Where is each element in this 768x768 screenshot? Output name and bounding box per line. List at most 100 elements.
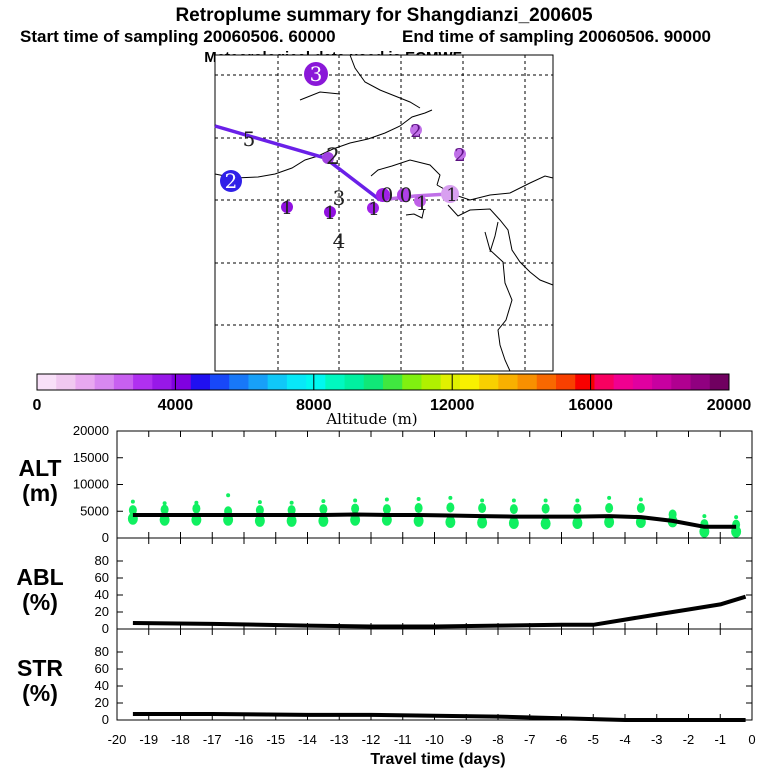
y-tick-label: 20000 (73, 423, 109, 438)
x-axis-label: Travel time (days) (370, 751, 505, 768)
map-label: 2 (410, 121, 421, 142)
y-tick-label: 0 (102, 621, 109, 636)
map-label: 1 (281, 198, 292, 219)
altitude-particle-mid (382, 504, 391, 515)
colorbar-swatch (498, 374, 519, 390)
colorbar-swatch (325, 374, 346, 390)
x-tick-label: -8 (492, 732, 504, 747)
colorbar-swatch (690, 374, 711, 390)
altitude-particle-top (575, 498, 580, 503)
cluster-marker (281, 201, 293, 213)
y-tick-label: 80 (95, 644, 109, 659)
altitude-particle-mid (414, 503, 423, 514)
colorbar-tick-label: 16000 (568, 397, 613, 414)
cluster-marker (454, 148, 466, 160)
x-tick-label: -14 (298, 732, 317, 747)
colorbar-swatch (286, 374, 307, 390)
altitude-particle-top (543, 498, 548, 503)
panel-label: STR (17, 655, 63, 681)
y-tick-label: 40 (95, 587, 109, 602)
x-tick-label: -9 (460, 732, 472, 747)
map-label: 0 (400, 183, 413, 207)
map-label: 4 (333, 229, 346, 253)
y-tick-label: 5000 (80, 503, 109, 518)
map-label: 2 (326, 145, 340, 170)
y-tick-label: 0 (102, 530, 109, 545)
altitude-particle-mid (287, 505, 296, 516)
altitude-particle-low (350, 513, 361, 526)
altitude-particle-top (607, 495, 612, 500)
map-frame (214, 54, 554, 372)
x-tick-label: -10 (425, 732, 444, 747)
colorbar-swatch (440, 374, 461, 390)
colorbar-swatch (75, 374, 96, 390)
colorbar-swatch (306, 374, 326, 390)
altitude-particle-mid (541, 503, 550, 514)
altitude-particle-mid (351, 503, 360, 514)
colorbar-tick-label: 4000 (158, 397, 194, 414)
colorbar-swatch (133, 374, 153, 390)
y-tick-label: 20 (95, 604, 109, 619)
cluster-marker (414, 195, 426, 207)
y-tick-label: 40 (95, 678, 109, 693)
x-tick-label: -2 (683, 732, 695, 747)
altitude-particle-mid (573, 503, 582, 514)
colorbar-swatch (402, 374, 422, 390)
altitude-particle-mid (605, 503, 614, 514)
map-label: 2 (454, 145, 465, 166)
x-tick-label: -18 (171, 732, 190, 747)
altitude-particle-top (289, 500, 294, 505)
colorbar-tick-label: 0 (33, 397, 42, 414)
colorbar-swatch (632, 374, 653, 390)
y-tick-label: 80 (95, 553, 109, 568)
map-label: 1 (446, 185, 457, 206)
altitude-particle-low (604, 515, 615, 528)
altitude-particle-low (413, 514, 424, 527)
altitude-particle-mid (509, 504, 518, 515)
colorbar-swatch (171, 374, 192, 390)
colorbar-swatch (190, 374, 211, 390)
x-tick-label: -7 (524, 732, 536, 747)
panel-unit-label: (%) (22, 680, 58, 706)
altitude-particle-low (318, 514, 329, 527)
panel-alt: 0 5000 10000 15000 20000 ALT(m) (18, 423, 753, 545)
colorbar-swatch (709, 374, 730, 390)
map-label: 3 (333, 186, 346, 210)
altitude-particle-low (254, 514, 265, 527)
colorbar-label: Altitude (m) (325, 410, 417, 428)
series-line-alt (132, 512, 737, 529)
x-tick-label: -4 (619, 732, 631, 747)
altitude-particle-top (702, 514, 707, 519)
altitude-particle-mid (128, 505, 137, 516)
panel-frame (116, 628, 753, 721)
y-tick-label: 0 (102, 712, 109, 727)
altitude-colorbar: 0 4000 8000 12000 16000 20000 (33, 373, 752, 414)
colorbar-swatch (613, 374, 634, 390)
x-tick-label: -1 (714, 732, 726, 747)
colorbar-swatch (556, 374, 576, 390)
time-series-panels: 05000100001500020000ALT(m)020406080ABL(%… (16, 423, 755, 768)
colorbar-swatch (152, 374, 173, 390)
x-tick-label: -16 (235, 732, 254, 747)
panel-frame (116, 430, 753, 539)
colorbar-swatch (594, 374, 615, 390)
cluster-marker (441, 185, 459, 203)
colorbar-tick-label: 20000 (707, 397, 752, 414)
x-tick-label: -12 (362, 732, 381, 747)
colorbar-swatch (267, 374, 288, 390)
x-tick-label: 0 (748, 732, 755, 747)
altitude-particle-mid (192, 503, 201, 514)
colorbar-swatch (517, 374, 538, 390)
altitude-particle-top (226, 493, 231, 498)
colorbar-swatch (671, 374, 692, 390)
end-time-label: End time of sampling 20060506. 90000 (402, 27, 711, 46)
altitude-particle-mid (319, 504, 328, 515)
panel-label: ALT (18, 455, 61, 481)
colorbar-tick-label: 8000 (296, 397, 332, 414)
altitude-particle-mid (478, 503, 487, 514)
colorbar-swatch (652, 374, 672, 390)
panel-abl: 0 20 40 60 80 ABL(%) (16, 537, 753, 636)
colorbar-swatch (383, 374, 403, 390)
altitude-particle-low (286, 514, 297, 527)
